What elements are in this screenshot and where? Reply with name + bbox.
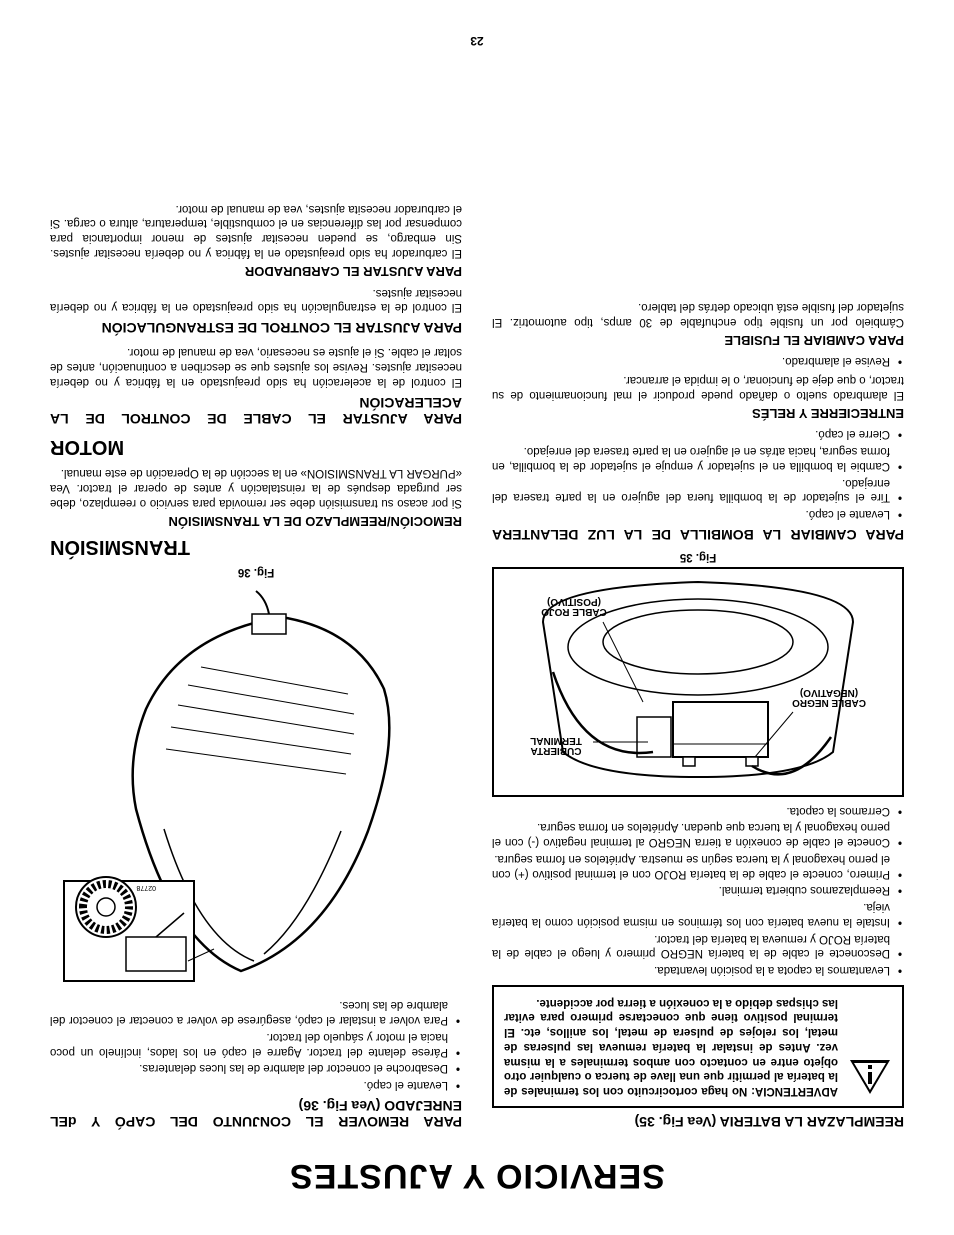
svg-text:02778: 02778 (136, 884, 156, 891)
warning-icon (848, 1053, 892, 1096)
text-throttle: El control de la aceleración ha sido pre… (50, 344, 462, 388)
list-item: Párese delante del tractor. Agarre el ca… (50, 1029, 448, 1058)
heading-motor: MOTOR (50, 435, 462, 458)
list-item: Conecte el cable de conexión a tierra NE… (492, 820, 890, 849)
left-column: REEMPLAZAR LA BATERIA (Vea Fig. 35) ADVE… (492, 50, 904, 1138)
list-item: Cambie la bombilla en el sujetador y emp… (492, 443, 890, 472)
label-cable-negro: CABLE NEGRO (NEGATIVO) (774, 686, 884, 707)
text-choke: El control de la estrangulación ha sido … (50, 285, 462, 314)
heading-carb: PARA AJUSTAR EL CARBURADOR (50, 264, 462, 279)
text-transmission: Si por acaso su transmisión debe ser rem… (50, 466, 462, 510)
list-item: Cierre el capó. (492, 427, 890, 442)
label-cable-rojo: CABLE ROJO (POSITIVO) (524, 595, 624, 616)
list-item: Reemplazamos cubierta terminal. (492, 883, 890, 898)
heading-hood-remove: PARA REMOVER EL CONJUNTO DEL CAPÓ Y dEL … (50, 1098, 462, 1130)
list-item: Levantamos la capota a la posición levan… (492, 962, 890, 977)
text-carb: El carburador ha sido preajustado en la … (50, 201, 462, 260)
list-item: Desabroche el conector del alambre de la… (50, 1061, 448, 1076)
heading-headlight: PARA CAMBIAR LA BOMBILLA DE LA LUZ DELAN… (492, 527, 904, 543)
fig-36-label: Fig. 36 (50, 566, 462, 578)
list-item: Primero, conecte el cable de la batería … (492, 851, 890, 880)
heading-trans-sub: REMOCIÓN/REEMPLAZO DE LA TRANSMISIÓN (50, 514, 462, 529)
warning-box: ADVERTENCIA: No haga cortocircuito con l… (492, 985, 904, 1108)
heading-throttle: PARA AJUSTAR EL CABLE DE CONTROL DE LA A… (50, 395, 462, 427)
text-interlock: El alambrado suelto o dañado puede produ… (492, 372, 904, 401)
columns: REEMPLAZAR LA BATERIA (Vea Fig. 35) ADVE… (50, 50, 904, 1138)
hood-steps: Levante el capó. Desabroche el conector … (50, 998, 462, 1092)
figure-35: CABLE NEGRO (NEGATIVO) CUBIERTA TERMINAL… (492, 567, 904, 797)
text-fuse: Cámbielo por un fusible tipo enchufable … (492, 299, 904, 328)
list-item: Para volver a instalar el capó, asegúres… (50, 998, 448, 1027)
page-number: 23 (470, 34, 483, 48)
hood-diagram: 02778 (56, 584, 456, 989)
battery-steps: Levantamos la capota a la posición levan… (492, 803, 904, 977)
interlock-steps: Revise el alambrado. (492, 354, 904, 369)
list-item: Tire el sujetador de la bombilla fuera d… (492, 475, 890, 504)
right-column: PARA REMOVER EL CONJUNTO DEL CAPÓ Y dEL … (50, 50, 462, 1138)
list-item: Revise el alambrado. (492, 354, 890, 369)
heading-fuse: PARA CAMBIAR EL FUSIBLE (492, 333, 904, 348)
warning-text: ADVERTENCIA: No haga cortocircuito con l… (504, 995, 838, 1098)
heading-choke: PARA AJUSTAR EL CONTROL DE ESTRANGULACIÓ… (50, 320, 462, 336)
headlight-steps: Levante el capó. Tire el sujetador de la… (492, 427, 904, 521)
page: SERVICIO Y AJUSTES REEMPLAZAR LA BATERIA… (0, 0, 954, 1235)
heading-transmission: TRANSMISIÓN (50, 535, 462, 558)
heading-replace-battery: REEMPLAZAR LA BATERIA (Vea Fig. 35) (492, 1114, 904, 1130)
heading-interlock: ENTRECIERRE Y RELÉS (492, 406, 904, 421)
main-title: SERVICIO Y AJUSTES (50, 1156, 904, 1195)
list-item: Desconecte el cable de la batería NEGRO … (492, 931, 890, 960)
list-item: Levante el capó. (492, 506, 890, 521)
label-cubierta: CUBIERTA TERMINAL (516, 734, 596, 755)
figure-36: 02778 (50, 582, 462, 992)
fig-35-label: Fig. 35 (492, 551, 904, 563)
list-item: Cerramos la capota. (492, 803, 890, 818)
list-item: Instale la nueva batería con los término… (492, 899, 890, 928)
list-item: Levante el capó. (50, 1077, 448, 1092)
